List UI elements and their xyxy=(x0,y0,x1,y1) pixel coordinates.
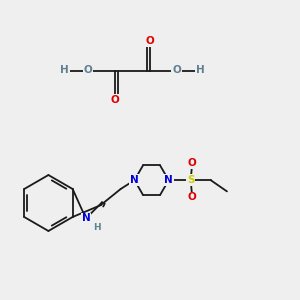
Text: H: H xyxy=(60,65,69,76)
Text: N: N xyxy=(130,175,139,185)
Text: N: N xyxy=(164,175,173,185)
Text: O: O xyxy=(146,36,154,46)
Text: N: N xyxy=(82,214,90,224)
Text: O: O xyxy=(110,95,119,105)
Text: O: O xyxy=(188,192,197,202)
Text: H: H xyxy=(196,65,204,76)
Text: O: O xyxy=(172,65,181,76)
Text: O: O xyxy=(188,158,197,168)
Text: S: S xyxy=(187,175,194,185)
Text: H: H xyxy=(93,223,101,232)
Text: O: O xyxy=(84,65,92,76)
